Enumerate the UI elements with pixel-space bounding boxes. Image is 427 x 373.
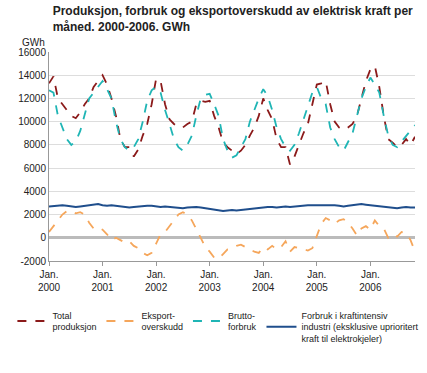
svg-text:Jan.2000: Jan.2000 <box>38 269 61 293</box>
svg-text:Eksport-overskudd: Eksport-overskudd <box>141 311 183 333</box>
svg-text:Jan.2004: Jan.2004 <box>252 269 275 293</box>
svg-text:Jan.2005: Jan.2005 <box>306 269 329 293</box>
svg-text:6000: 6000 <box>24 163 47 174</box>
svg-text:Jan.2003: Jan.2003 <box>199 269 222 293</box>
svg-text:-2000: -2000 <box>20 256 46 267</box>
svg-text:16000: 16000 <box>18 47 46 58</box>
svg-text:14000: 14000 <box>18 70 46 81</box>
svg-text:10000: 10000 <box>18 116 46 127</box>
svg-text:Jan.2002: Jan.2002 <box>145 269 168 293</box>
svg-text:8000: 8000 <box>24 139 47 150</box>
svg-text:12000: 12000 <box>18 93 46 104</box>
svg-text:Brutto-forbruk: Brutto-forbruk <box>228 311 257 333</box>
svg-text:Forbruk i kraftintensivindustr: Forbruk i kraftintensivindustri (eksklus… <box>301 311 418 344</box>
svg-text:0: 0 <box>40 232 46 243</box>
svg-text:4000: 4000 <box>24 186 47 197</box>
svg-text:Produksjon, forbruk og eksport: Produksjon, forbruk og eksportoverskudd … <box>53 4 413 34</box>
svg-text:Jan.2006: Jan.2006 <box>359 269 382 293</box>
svg-text:2000: 2000 <box>24 209 47 220</box>
svg-text:Jan.2001: Jan.2001 <box>91 269 114 293</box>
svg-text:Totalproduksjon: Totalproduksjon <box>52 311 96 333</box>
svg-text:GWh: GWh <box>22 37 45 48</box>
